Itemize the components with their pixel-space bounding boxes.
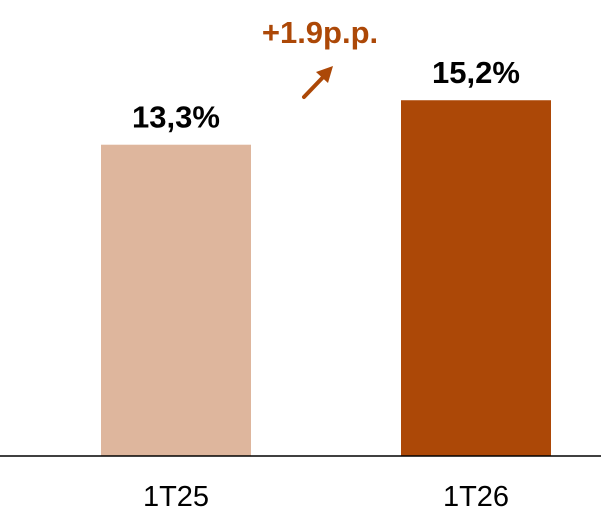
bars-group [101,100,551,456]
x-tick-label-1t25: 1T25 [143,481,209,513]
data-label-1t26: 15,2% [432,55,520,90]
bar-1t25 [101,144,251,456]
data-labels-group: 13,3% 15,2% [132,55,520,134]
arrow-up-right-icon [302,66,333,99]
data-label-1t25: 13,3% [132,100,220,135]
x-tick-label-1t26: 1T26 [443,481,509,513]
bar-1t26 [401,100,551,456]
x-tick-labels-group: 1T25 1T26 [143,481,509,513]
delta-annotation: +1.9p.p. [262,15,378,50]
